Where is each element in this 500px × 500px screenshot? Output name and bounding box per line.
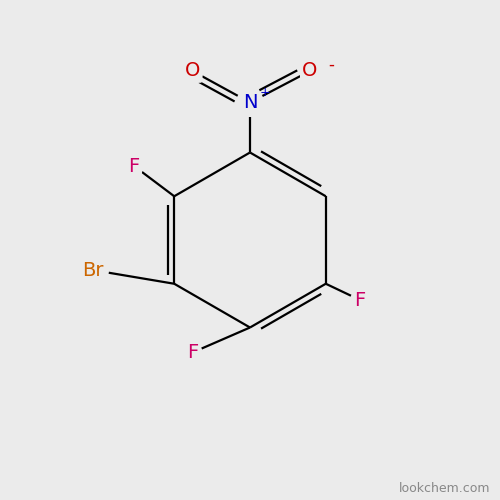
Text: -: - bbox=[328, 56, 334, 74]
Text: O: O bbox=[185, 62, 200, 80]
Text: F: F bbox=[187, 343, 198, 362]
Text: Br: Br bbox=[82, 260, 104, 280]
Text: N: N bbox=[243, 93, 257, 112]
Text: F: F bbox=[128, 156, 140, 176]
Text: O: O bbox=[302, 62, 318, 80]
Text: +: + bbox=[260, 86, 270, 99]
Text: F: F bbox=[354, 290, 366, 310]
Text: lookchem.com: lookchem.com bbox=[398, 482, 490, 495]
